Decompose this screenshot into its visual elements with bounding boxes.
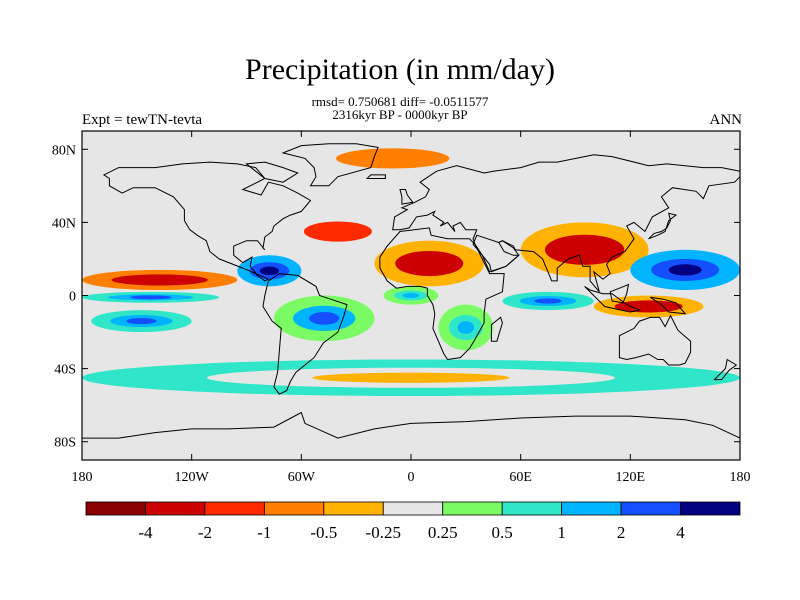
colorbar-label: -0.5 xyxy=(310,523,337,542)
new-zealand-coast xyxy=(713,358,738,381)
colorbar-swatch xyxy=(323,501,384,516)
eurasia-coast xyxy=(392,154,740,293)
period-line: 2316kyr BP - 0000kyr BP xyxy=(332,107,468,122)
y-tick-label: 40S xyxy=(54,363,76,378)
colorbar-swatch xyxy=(145,501,206,516)
anomaly-region xyxy=(283,213,393,250)
y-tick-label: 80N xyxy=(52,143,76,158)
colorbar-swatch xyxy=(620,501,681,516)
south-america-coast xyxy=(262,273,348,395)
indonesia-coast xyxy=(584,285,642,313)
japan-coast xyxy=(648,212,678,240)
colorbar-swatch xyxy=(680,501,741,516)
anomaly-contour-core xyxy=(259,266,279,276)
x-tick-label: 180 xyxy=(730,470,751,485)
anomaly-contour-core xyxy=(321,226,355,237)
anomaly-region xyxy=(82,291,220,303)
madagascar-coast xyxy=(490,316,503,342)
coastline-layer xyxy=(82,143,740,439)
anomaly-region xyxy=(273,295,375,342)
colorbar-swatch xyxy=(561,501,622,516)
greenland-coast xyxy=(281,143,379,187)
anomaly-contour-core xyxy=(668,264,702,276)
colorbar-swatch xyxy=(204,501,265,516)
y-tick-label: 40N xyxy=(52,216,76,231)
axis-ticks: 180 120W 60W 0 60E 120E 180 80N 40N 0 40S 80S xyxy=(52,131,751,485)
anomaly-contour-core xyxy=(402,292,420,299)
anomaly-region xyxy=(593,295,704,318)
anomaly-contour-core xyxy=(309,311,340,325)
borneo-coast xyxy=(609,283,630,304)
colorbar-label: 4 xyxy=(676,523,685,542)
anomaly-contour-core xyxy=(632,303,666,310)
anomaly-field-layer xyxy=(82,140,740,397)
anomaly-region xyxy=(82,269,238,291)
colorbar-label: -2 xyxy=(198,523,212,542)
colorbar: -4 -2 -1 -0.5 -0.25 0.25 0.5 1 2 4 xyxy=(85,501,741,542)
colorbar-label: 2 xyxy=(617,523,626,542)
africa-coast xyxy=(379,227,505,361)
y-tick-label: 0 xyxy=(69,290,76,305)
anomaly-region xyxy=(374,240,485,287)
anomaly-region xyxy=(82,359,740,397)
anomaly-region xyxy=(502,291,594,311)
x-tick-label: 180 xyxy=(72,470,93,485)
arabia-coast xyxy=(472,234,520,273)
colorbar-label: -1 xyxy=(257,523,271,542)
colorbar-swatch xyxy=(442,501,503,516)
new-guinea-coast xyxy=(650,296,687,315)
british-isles-coast xyxy=(399,189,414,205)
anomaly-region xyxy=(91,310,192,333)
anomaly-region xyxy=(301,140,485,177)
x-tick-label: 60W xyxy=(288,470,316,485)
antarctica-coast xyxy=(82,411,740,439)
colorbar-swatch xyxy=(382,501,444,516)
colorbar-label: 0.5 xyxy=(492,523,513,542)
chart-title: Precipitation (in mm/day) xyxy=(245,53,555,86)
y-tick-label: 80S xyxy=(54,436,76,451)
anomaly-contour-core xyxy=(457,321,475,334)
anomaly-region xyxy=(520,222,649,278)
colorbar-swatch xyxy=(85,501,146,516)
anomaly-contour-core xyxy=(126,318,157,325)
colorbar-label: -0.25 xyxy=(366,523,401,542)
colorbar-label: 1 xyxy=(557,523,566,542)
anomaly-region xyxy=(383,286,439,305)
anomaly-region xyxy=(438,304,494,351)
colorbar-label: 0.25 xyxy=(428,523,458,542)
anomaly-contour-core xyxy=(534,298,562,304)
anomaly-contour-core xyxy=(565,242,604,258)
anomaly-contour-core xyxy=(312,372,510,383)
x-tick-label: 0 xyxy=(408,470,415,485)
colorbar-label: -4 xyxy=(138,523,153,542)
experiment-label: Expt = tewTN-tevta xyxy=(82,112,203,128)
north-america-coast xyxy=(102,161,312,282)
x-tick-label: 120E xyxy=(616,470,646,485)
baffin-coast xyxy=(245,161,299,183)
stats-line: rmsd= 0.750681 diff= -0.0511577 xyxy=(311,94,489,109)
season-label: ANN xyxy=(709,112,743,128)
x-tick-label: 120W xyxy=(175,470,210,485)
anomaly-contour-core xyxy=(129,295,172,300)
iceland-coast xyxy=(365,174,386,179)
australia-coast xyxy=(618,314,692,366)
anomaly-contour-core xyxy=(412,257,446,270)
colorbar-swatch xyxy=(263,501,325,516)
colorbar-swatch xyxy=(501,501,563,516)
x-tick-label: 60E xyxy=(509,470,532,485)
anomaly-contour-core xyxy=(365,153,421,164)
anomaly-contour-core xyxy=(136,277,183,283)
anomaly-region xyxy=(630,249,740,291)
